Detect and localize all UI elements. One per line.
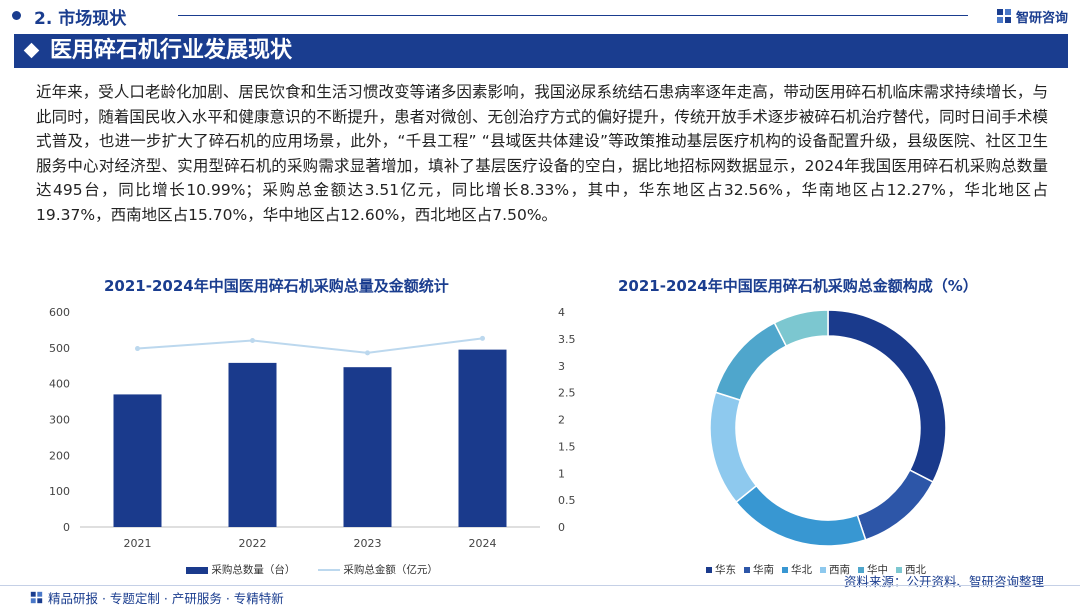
donut-legend-swatch	[858, 567, 864, 573]
donut-legend-label: 华东	[715, 564, 736, 576]
y-left-tick-label: 100	[49, 485, 70, 498]
page-title: 医用碎石机行业发展现状	[50, 38, 293, 63]
donut-legend-item: 华北	[782, 562, 812, 577]
slice-华东	[827, 309, 947, 483]
footer-text: 精品研报 · 专题定制 · 产研服务 · 专精特新	[48, 591, 284, 606]
donut-chart-title: 2021-2024年中国医用碎石机采购总金额构成（%）	[618, 277, 978, 295]
slice-西南	[709, 391, 758, 504]
y-right-tick-label: 2	[558, 414, 565, 427]
donut-legend-swatch	[896, 567, 902, 573]
y-left-tick-label: 300	[49, 414, 70, 427]
amount-point-2023	[365, 350, 370, 356]
section-bullet-icon	[12, 11, 21, 20]
footer-bar: 精品研报 · 专题定制 · 产研服务 · 专精特新	[0, 585, 1080, 607]
legend-line-label: 采购总金额（亿元）	[343, 564, 438, 576]
bar-2024	[458, 349, 507, 527]
donut-legend-label: 华南	[753, 564, 774, 576]
x-tick-label: 2022	[239, 537, 267, 550]
legend-bar-swatch	[186, 566, 208, 574]
bar-2023	[343, 367, 392, 527]
donut-chart	[709, 309, 947, 547]
donut-legend-swatch	[744, 567, 750, 573]
y-left-tick-label: 500	[49, 342, 70, 355]
legend-line: 采购总金额（亿元）	[318, 562, 438, 577]
donut-legend-label: 西北	[905, 564, 926, 576]
slice-华中	[714, 321, 788, 402]
donut-legend-item: 西南	[820, 562, 850, 577]
donut-legend-label: 西南	[829, 564, 850, 576]
y-right-tick-label: 3	[558, 360, 565, 373]
section-label: 2. 市场现状	[34, 9, 127, 29]
donut-legend-swatch	[782, 567, 788, 573]
donut-legend-item: 华东	[706, 562, 736, 577]
donut-legend-item: 华南	[744, 562, 774, 577]
legend-line-swatch	[318, 569, 340, 571]
bar-chart-title: 2021-2024年中国医用碎石机采购总量及金额统计	[104, 277, 449, 295]
slice-华北	[735, 484, 867, 547]
y-right-tick-label: 1	[558, 467, 565, 480]
header-divider	[178, 15, 968, 16]
amount-point-2022	[250, 337, 255, 343]
amount-line	[137, 337, 483, 354]
amount-point-2024	[480, 335, 485, 341]
slice-西北	[773, 309, 829, 348]
brand-mark-icon	[996, 9, 1011, 23]
y-right-tick-label: 1.5	[558, 440, 576, 453]
y-left-tick-label: 600	[49, 306, 70, 319]
y-right-tick-label: 0	[558, 521, 565, 534]
y-left-tick-label: 0	[63, 521, 70, 534]
bar-2022	[228, 362, 277, 527]
x-tick-label: 2023	[354, 537, 382, 550]
y-left-tick-label: 200	[49, 449, 70, 462]
donut-legend-swatch	[820, 567, 826, 573]
brand-name: 智研咨询	[1015, 10, 1068, 26]
bar-2021	[113, 394, 162, 527]
y-left-tick-label: 400	[49, 378, 70, 391]
x-tick-label: 2021	[124, 537, 152, 550]
y-right-tick-label: 3.5	[558, 333, 576, 346]
y-right-tick-label: 0.5	[558, 494, 576, 507]
y-right-tick-label: 2.5	[558, 387, 576, 400]
title-banner: 医用碎石机行业发展现状	[14, 34, 1068, 68]
donut-legend-swatch	[706, 567, 712, 573]
amount-point-2021	[135, 346, 140, 352]
y-right-tick-label: 4	[558, 306, 565, 319]
legend-bar: 采购总数量（台）	[186, 562, 295, 577]
brand-logo: 智研咨询	[996, 6, 1068, 26]
donut-legend-item: 华中	[858, 562, 888, 577]
footer-divider	[0, 585, 1080, 586]
donut-legend-label: 华中	[867, 564, 888, 576]
bar-chart: 0 100 200 300 400 500 600 0 0.5 1 1.5 2 2.5 3 3.5 4 2021…	[49, 306, 576, 550]
top-header: 2. 市场现状 智研咨询	[0, 0, 1080, 30]
donut-legend-label: 华北	[791, 564, 812, 576]
footer: 精品研报 · 专题定制 · 产研服务 · 专精特新	[30, 588, 284, 607]
slice-华南	[856, 469, 934, 541]
legend-bar-label: 采购总数量（台）	[211, 564, 296, 576]
body-paragraph: 近年来，受人口老龄化加剧、居民饮食和生活习惯改变等诸多因素影响，我国泌尿系统结石…	[36, 83, 1048, 224]
x-tick-label: 2024	[469, 537, 497, 550]
footer-logo-icon	[30, 591, 43, 604]
donut-legend-item: 西北	[896, 562, 926, 577]
